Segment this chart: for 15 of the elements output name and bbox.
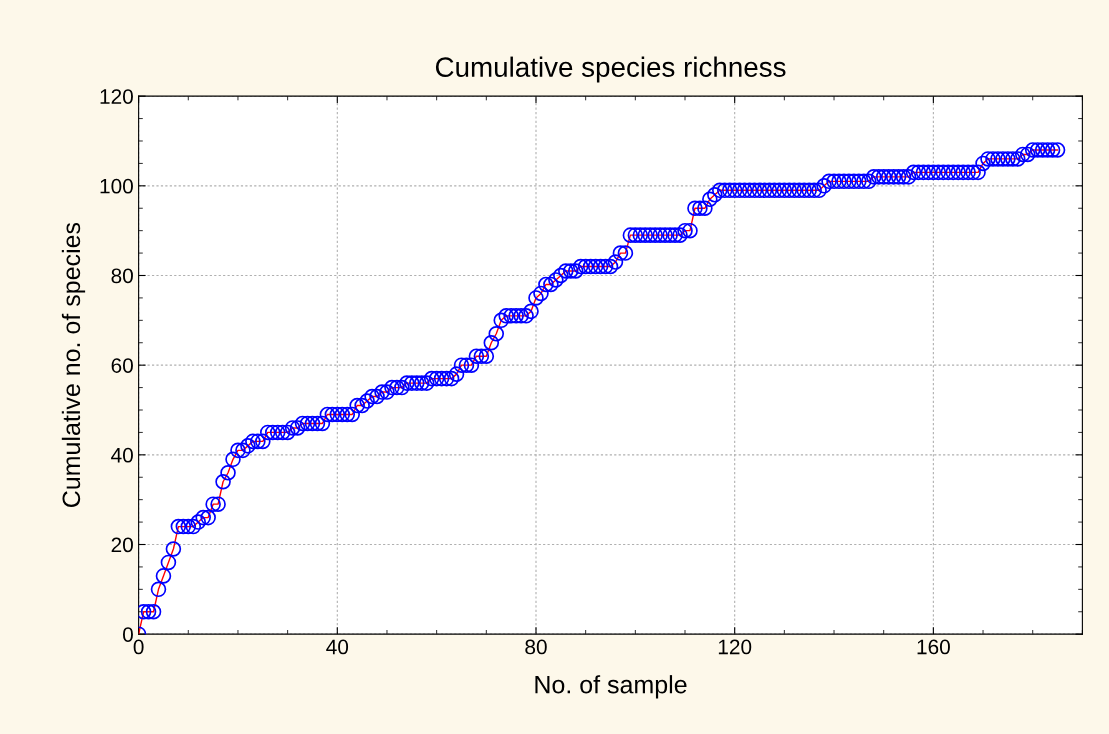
y-tick-label: 100 <box>100 178 133 194</box>
x-tick-label: 40 <box>326 639 349 655</box>
x-tick-label: 80 <box>525 639 547 655</box>
y-tick-label: 20 <box>111 537 133 553</box>
x-tick-label: 0 <box>133 639 144 655</box>
x-tick-label: 120 <box>718 639 752 655</box>
x-axis-title: No. of sample <box>535 675 687 699</box>
chart-title: Cumulative species richness <box>435 56 786 83</box>
y-tick-label: 60 <box>111 358 133 373</box>
y-tick-label: 40 <box>111 447 133 463</box>
y-axis-title: Cumulative no. of species <box>61 222 86 508</box>
y-tick-label: 80 <box>111 268 133 284</box>
x-tick-label: 160 <box>917 639 950 655</box>
y-tick-label: 120 <box>100 89 133 104</box>
y-tick-label: 0 <box>122 627 133 642</box>
